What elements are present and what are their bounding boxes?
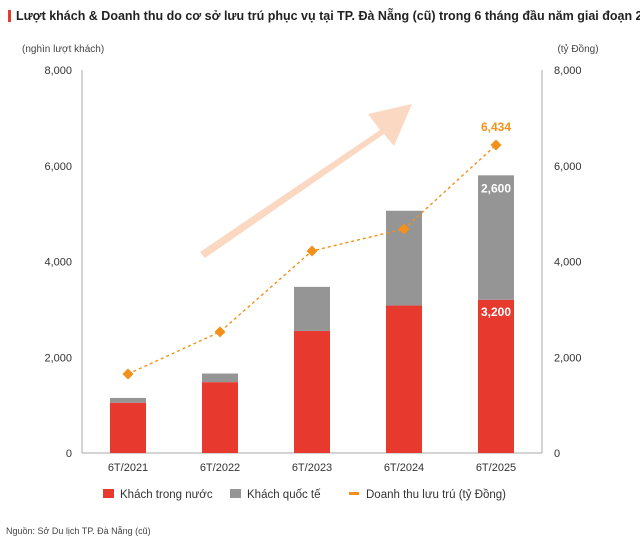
- legend: Khách trong nước Khách quốc tế Doanh thu…: [103, 489, 506, 501]
- category-label: 6T/2021: [108, 462, 148, 474]
- revenue-point: [306, 245, 318, 257]
- revenue-point: [122, 368, 134, 380]
- line-layer: [122, 139, 502, 380]
- category-label: 6T/2024: [384, 462, 424, 474]
- left-tick-label: 8,000: [44, 65, 72, 77]
- legend-swatch-domestic: [103, 489, 114, 498]
- bars-layer: [110, 175, 514, 453]
- right-tick-label: 6,000: [554, 161, 582, 173]
- bar-domestic: [478, 299, 514, 453]
- label-revenue-2025: 6,434: [481, 120, 511, 134]
- left-tick-label: 6,000: [44, 161, 72, 173]
- legend-swatch-revenue: [349, 492, 359, 495]
- labels-layer: 3,200 2,600 6,434: [481, 120, 511, 319]
- bar-international: [294, 286, 330, 331]
- right-tick-label: 8,000: [554, 65, 582, 77]
- title-marker: [8, 10, 11, 22]
- category-label: 6T/2022: [200, 462, 240, 474]
- legend-label-domestic: Khách trong nước: [120, 489, 213, 501]
- bar-domestic: [386, 305, 422, 453]
- bar-international: [478, 175, 514, 300]
- chart-title: Lượt khách & Doanh thu do cơ sở lưu trú …: [16, 8, 640, 23]
- label-international-2025: 2,600: [481, 181, 511, 195]
- left-tick-label: 4,000: [44, 257, 72, 269]
- revenue-point: [490, 139, 502, 151]
- bar-domestic: [202, 382, 238, 453]
- bar-domestic: [294, 330, 330, 453]
- legend-swatch-international: [230, 489, 241, 498]
- right-tick-label: 2,000: [554, 352, 582, 364]
- growth-arrow-icon: [200, 104, 412, 258]
- right-tick-label: 0: [554, 448, 560, 460]
- label-domestic-2025: 3,200: [481, 305, 511, 319]
- category-label: 6T/2025: [476, 462, 516, 474]
- category-label: 6T/2023: [292, 462, 332, 474]
- right-axis-unit: (tỷ Đồng): [557, 43, 598, 55]
- right-tick-label: 4,000: [554, 257, 582, 269]
- legend-label-revenue: Doanh thu lưu trú (tỷ Đồng): [366, 489, 506, 501]
- left-tick-label: 2,000: [44, 352, 72, 364]
- bar-domestic: [110, 402, 146, 453]
- legend-label-international: Khách quốc tế: [247, 489, 321, 501]
- bar-international: [202, 373, 238, 383]
- left-axis-unit: (nghìn lượt khách): [22, 44, 104, 55]
- axes-layer: 0 0 2,000 2,000 4,000 4,000 6,000 6,000 8,000 8,0…: [44, 65, 581, 474]
- left-tick-label: 0: [66, 448, 72, 460]
- bar-international: [110, 397, 146, 403]
- revenue-point: [214, 326, 226, 338]
- revenue-point: [398, 223, 410, 235]
- source-note: Nguồn: Sở Du lịch TP. Đà Nẵng (cũ): [6, 526, 151, 536]
